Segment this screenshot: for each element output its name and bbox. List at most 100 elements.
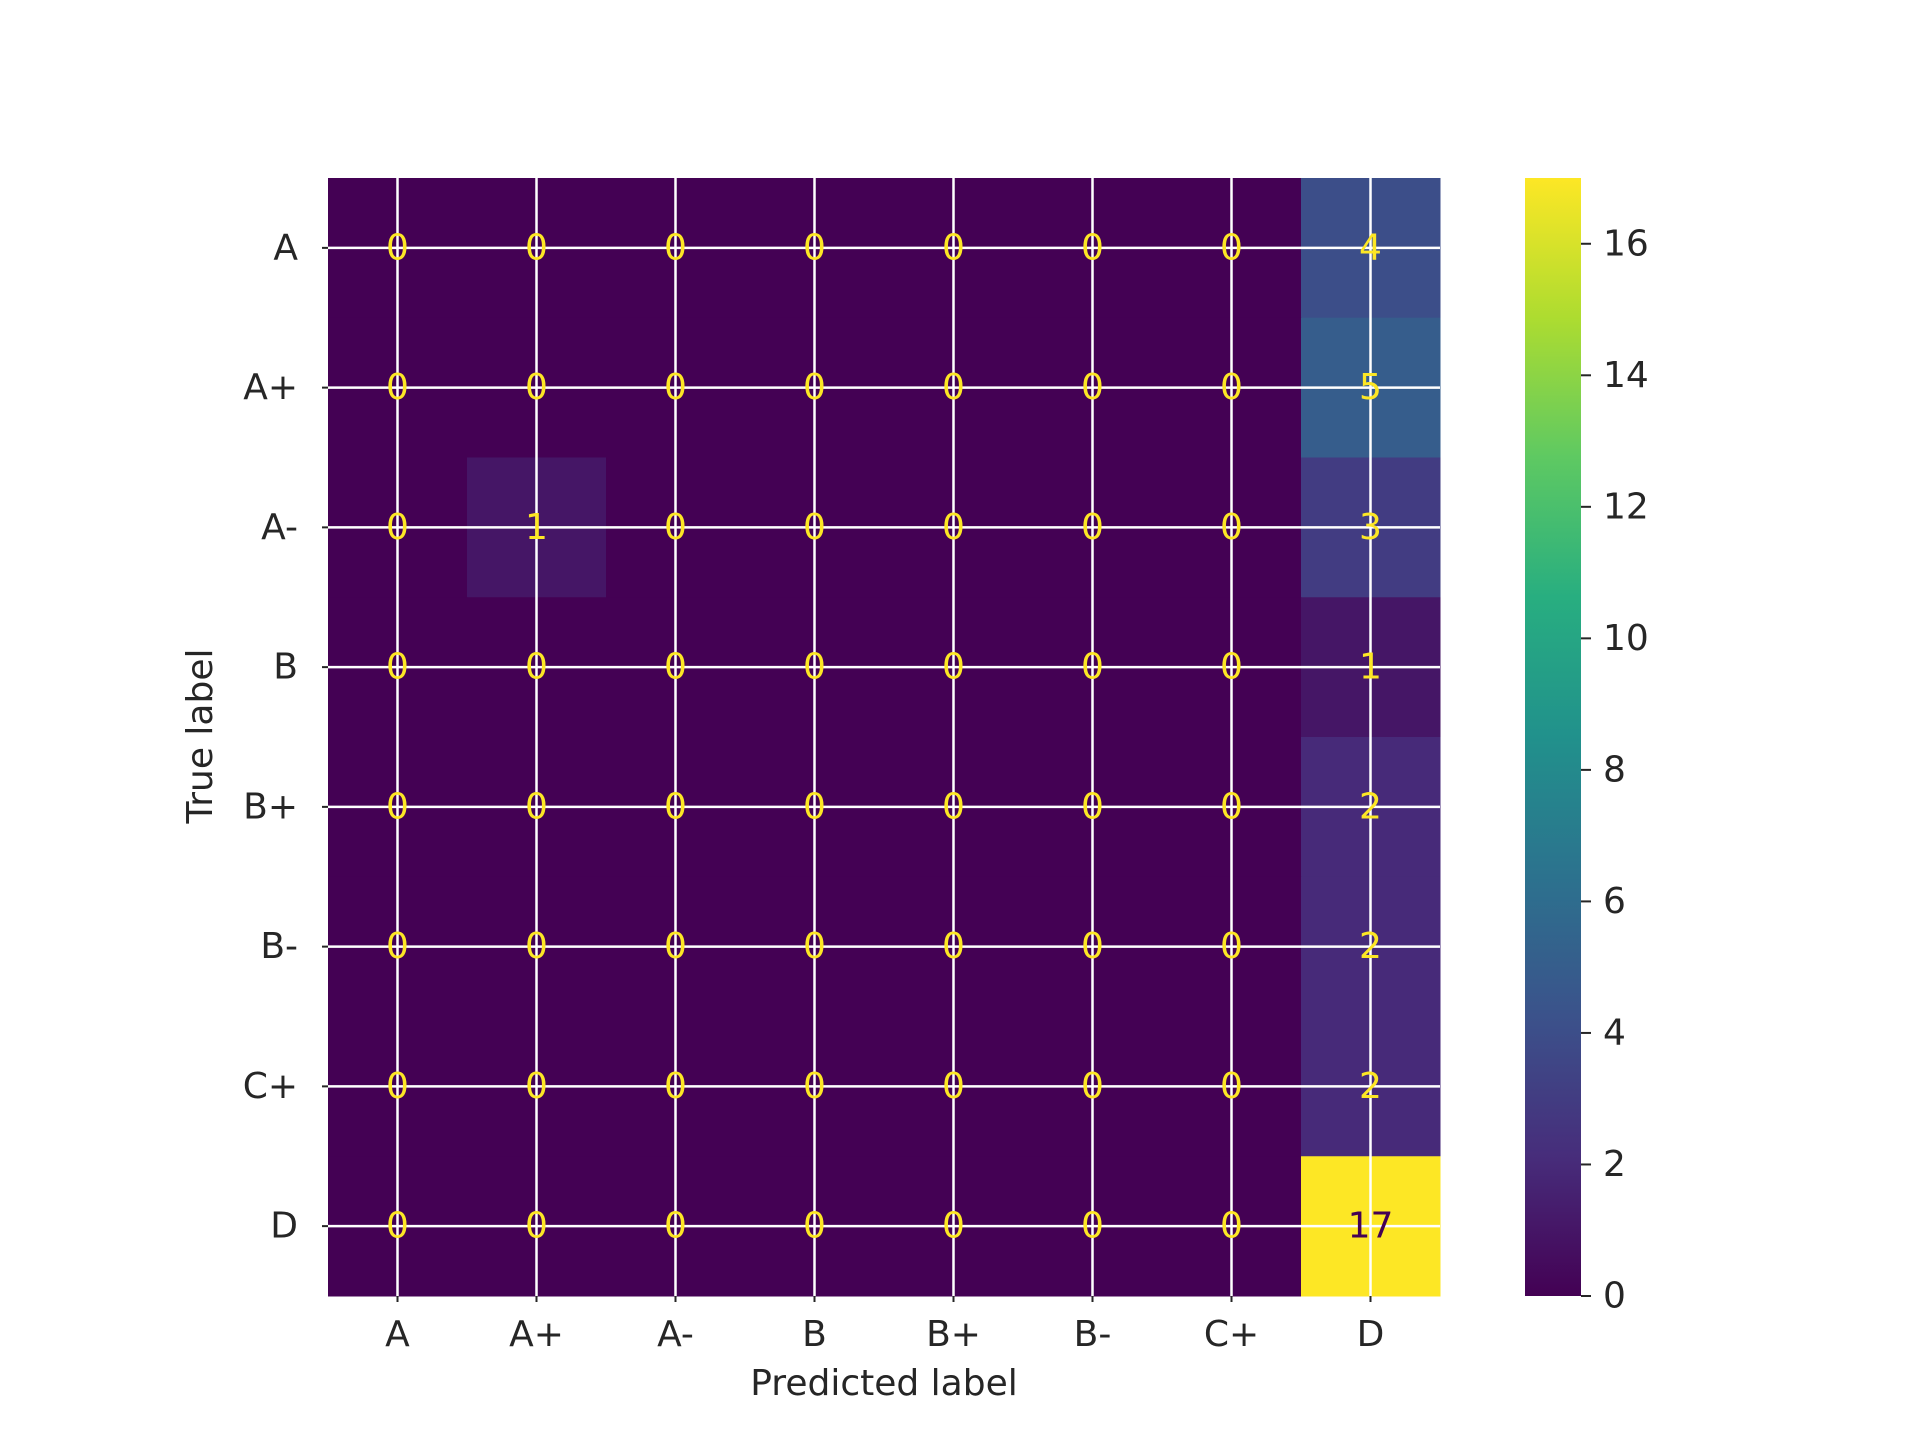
cell-value-label: 0 — [1220, 786, 1243, 827]
cell-value-label: 0 — [1081, 227, 1104, 268]
x-axis-ticks: A A+ A- B B+ B- C+ D — [385, 1296, 1384, 1355]
cell-value-label: 0 — [664, 507, 687, 548]
colorbar-tick-label: 6 — [1603, 881, 1626, 922]
cell-value-label: 0 — [386, 647, 409, 688]
cell-value-label: 0 — [1081, 1206, 1104, 1247]
cell-value-label: 0 — [664, 227, 687, 268]
x-tick-label: C+ — [1204, 1314, 1259, 1355]
cell-value-label: 0 — [664, 786, 687, 827]
cell-value-label: 0 — [386, 367, 409, 408]
cell-value-label: 0 — [386, 926, 409, 967]
cell-value-label: 0 — [525, 1066, 548, 1107]
cell-value-label: 3 — [1359, 507, 1382, 548]
colorbar — [1525, 178, 1581, 1296]
x-tick-label: B- — [1074, 1314, 1112, 1355]
colorbar-tick-label: 12 — [1603, 486, 1649, 527]
colorbar-tick-label: 2 — [1603, 1144, 1626, 1185]
cell-value-label: 0 — [1081, 786, 1104, 827]
cell-value-label: 0 — [386, 507, 409, 548]
cell-value-label: 0 — [803, 1066, 826, 1107]
cell-value-label: 0 — [664, 926, 687, 967]
cell-value-label: 0 — [803, 786, 826, 827]
cell-value-label: 0 — [942, 367, 965, 408]
cell-value-label: 0 — [525, 1206, 548, 1247]
cell-value-label: 5 — [1359, 367, 1382, 408]
cell-value-label: 0 — [525, 647, 548, 688]
cell-value-label: 0 — [1220, 507, 1243, 548]
cell-value-label: 0 — [664, 647, 687, 688]
cell-value-label: 0 — [664, 1066, 687, 1107]
x-tick-label: A — [385, 1314, 410, 1355]
cell-value-label: 0 — [1081, 926, 1104, 967]
cell-value-label: 0 — [942, 647, 965, 688]
cell-value-label: 0 — [803, 367, 826, 408]
y-tick-label: D — [270, 1206, 298, 1247]
cell-value-label: 0 — [525, 227, 548, 268]
cell-value-label: 0 — [664, 1206, 687, 1247]
cell-value-label: 0 — [942, 926, 965, 967]
y-tick-label: B+ — [243, 786, 298, 827]
y-axis-ticks: A A+ A- B B+ B- C+ D — [243, 227, 328, 1247]
cell-value-label: 0 — [1220, 227, 1243, 268]
x-axis-label: Predicted label — [750, 1363, 1018, 1404]
cell-value-label: 0 — [803, 1206, 826, 1247]
cell-value-label: 0 — [525, 926, 548, 967]
cell-value-label: 0 — [942, 507, 965, 548]
cell-value-label: 17 — [1348, 1206, 1394, 1247]
x-tick-label: A+ — [509, 1314, 564, 1355]
cell-value-label: 0 — [1081, 507, 1104, 548]
cell-value-label: 0 — [664, 367, 687, 408]
colorbar-tick-label: 14 — [1603, 355, 1649, 396]
cell-value-label: 0 — [386, 786, 409, 827]
colorbar-tick-label: 0 — [1603, 1276, 1626, 1317]
cell-value-label: 0 — [1220, 926, 1243, 967]
y-tick-label: A- — [261, 507, 298, 548]
y-tick-label: B- — [260, 926, 298, 967]
y-tick-label: C+ — [243, 1066, 298, 1107]
heatmap-cells — [328, 178, 1441, 1297]
cell-value-label: 0 — [803, 926, 826, 967]
cell-value-label: 0 — [942, 786, 965, 827]
colorbar-tick-label: 10 — [1603, 618, 1649, 659]
cell-value-label: 0 — [1081, 1066, 1104, 1107]
x-tick-label: B — [802, 1314, 827, 1355]
y-tick-label: B — [273, 647, 298, 688]
cell-value-label: 0 — [386, 1066, 409, 1107]
cell-value-label: 0 — [942, 1066, 965, 1107]
cell-value-label: 2 — [1359, 1066, 1382, 1107]
gridlines — [328, 178, 1440, 1296]
cell-value-label: 1 — [525, 507, 548, 548]
cell-value-label: 0 — [803, 647, 826, 688]
x-tick-label: A- — [657, 1314, 694, 1355]
cell-value-label: 2 — [1359, 786, 1382, 827]
x-tick-label: D — [1357, 1314, 1385, 1355]
colorbar-tick-label: 8 — [1603, 749, 1626, 790]
cell-value-label: 0 — [1220, 647, 1243, 688]
colorbar-ticks: 0 2 4 6 8 10 12 14 16 — [1581, 223, 1649, 1317]
cell-value-label: 0 — [525, 786, 548, 827]
colorbar-tick-label: 4 — [1603, 1012, 1626, 1053]
colorbar-tick-label: 16 — [1603, 223, 1649, 264]
cell-value-label: 0 — [1220, 1066, 1243, 1107]
cell-value-label: 0 — [386, 227, 409, 268]
cell-value-label: 0 — [1081, 367, 1104, 408]
cell-value-label: 0 — [803, 507, 826, 548]
y-tick-label: A — [273, 227, 298, 268]
cell-value-label: 2 — [1359, 926, 1382, 967]
cell-value-label: 4 — [1359, 227, 1382, 268]
y-tick-label: A+ — [243, 367, 298, 408]
cell-value-labels: 0 0 0 0 0 0 0 4 0 0 0 0 0 0 0 5 0 1 0 0 0 0 0 3 0 0 0 0 0 0 0 1 0 0 0 0 0 0 0 2… — [386, 227, 1393, 1246]
cell-value-label: 1 — [1359, 647, 1382, 688]
cell-value-label: 0 — [525, 367, 548, 408]
cell-value-label: 0 — [1081, 647, 1104, 688]
cell-value-label: 0 — [942, 227, 965, 268]
x-tick-label: B+ — [926, 1314, 981, 1355]
cell-value-label: 0 — [803, 227, 826, 268]
y-axis-label: True label — [180, 649, 221, 825]
cell-value-label: 0 — [1220, 1206, 1243, 1247]
cell-value-label: 0 — [1220, 367, 1243, 408]
cell-value-label: 0 — [386, 1206, 409, 1247]
cell-value-label: 0 — [942, 1206, 965, 1247]
